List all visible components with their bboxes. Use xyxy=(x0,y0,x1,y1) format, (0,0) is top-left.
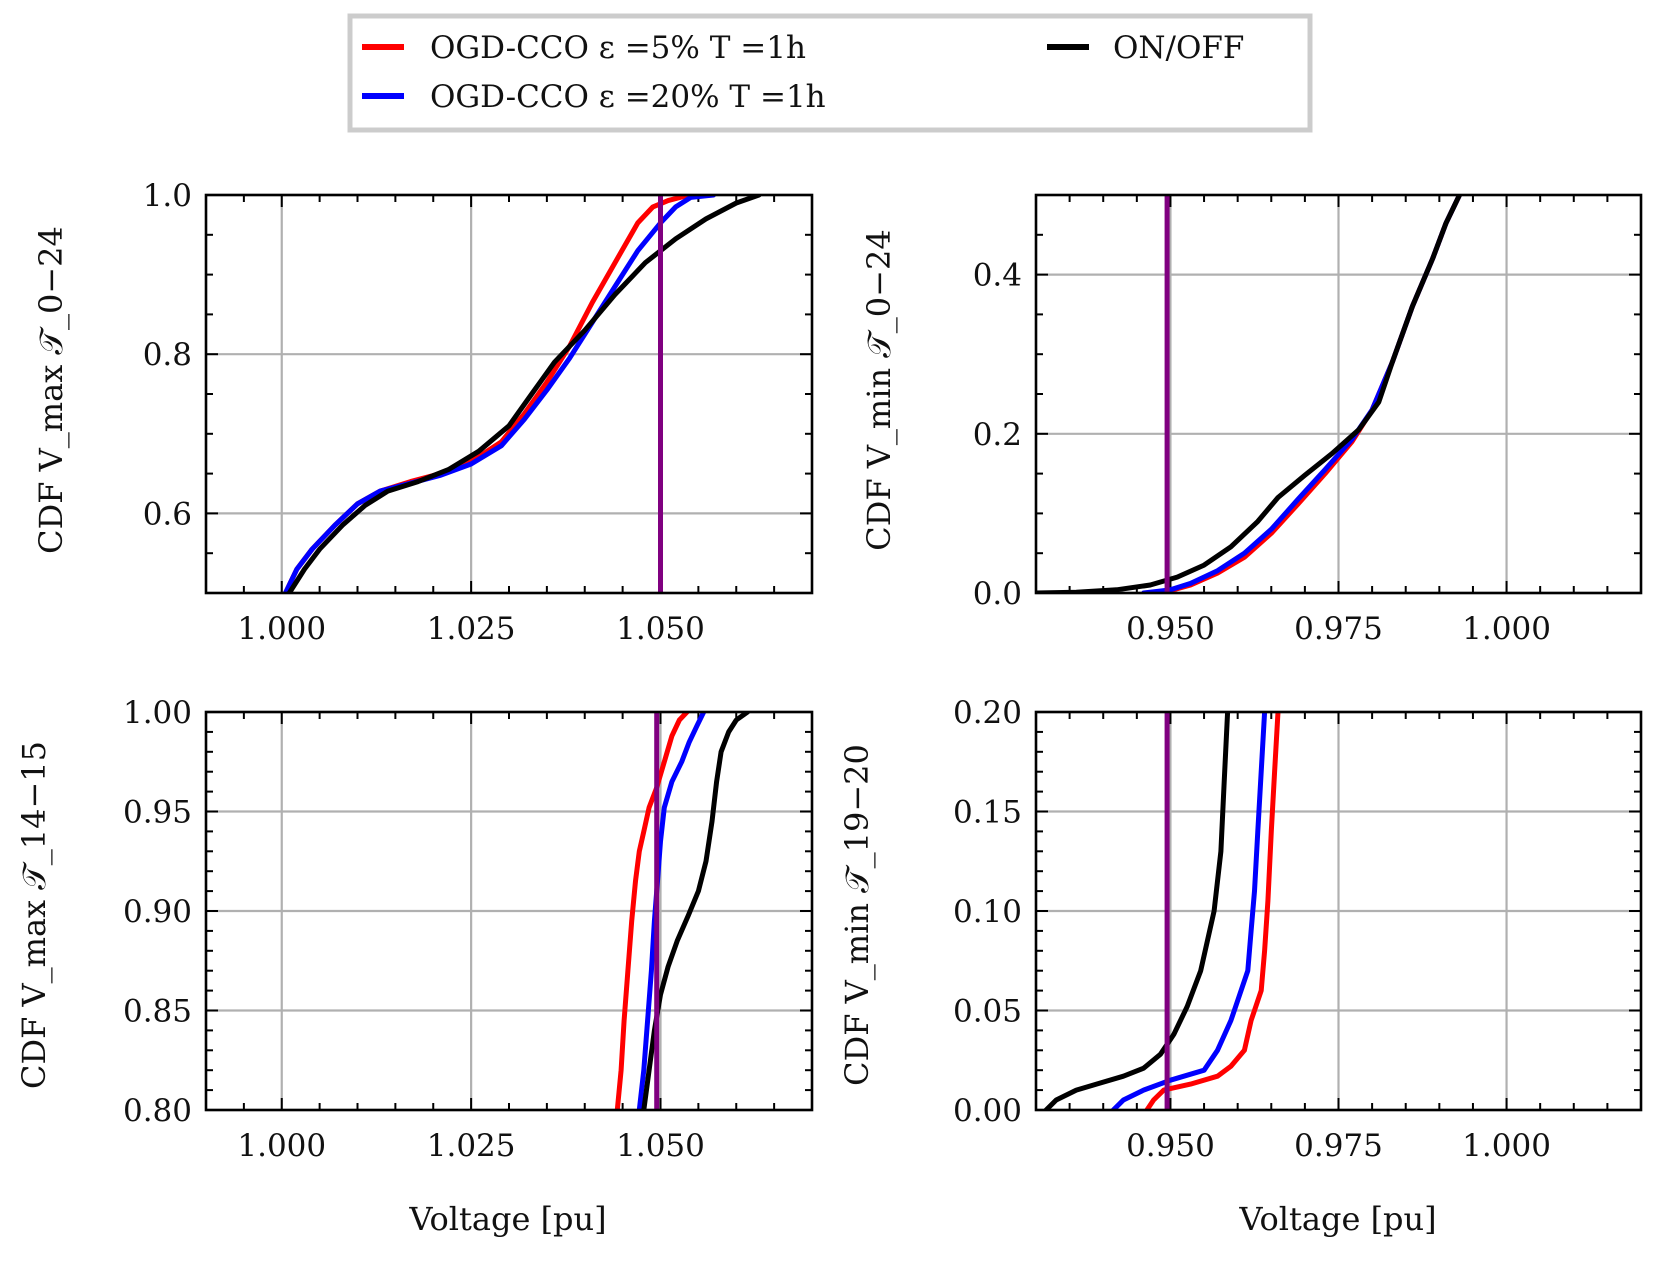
legend-label-onoff: ON/OFF xyxy=(1113,30,1244,66)
bottom-left-xtick-label: 1.050 xyxy=(616,1128,705,1164)
bottom-left-xtick-label: 1.000 xyxy=(237,1128,326,1164)
top-right-xtick-label: 0.950 xyxy=(1126,611,1215,647)
panel-bottom-left: CDF V_max 𝒯_14−15 Voltage [pu] 1.000 1.02… xyxy=(15,695,814,1238)
top-right-xtick-label: 1.000 xyxy=(1462,611,1551,647)
bottom-left-series-ogd5 xyxy=(614,712,690,1110)
bottom-right-xtick-label: 0.975 xyxy=(1294,1128,1383,1164)
panel-top-right: CDF V_min 𝒯_0−24 0.950 0.975 1.000 0.0 0.2 0.… xyxy=(860,193,1643,647)
panel-top-left: CDF V_max 𝒯_0−24 1.000 1.025 1.050 0.6 0.8 1.… xyxy=(32,178,814,647)
top-right-xtick-label: 0.975 xyxy=(1294,611,1383,647)
bottom-right-ytick-label: 0.00 xyxy=(953,1093,1022,1129)
top-right-ytick-label: 0.0 xyxy=(973,576,1022,612)
top-right-ytick-label: 0.4 xyxy=(973,258,1022,294)
xlabel-bottom-left: Voltage [pu] xyxy=(408,1200,606,1238)
bottom-right-ytick-label: 0.20 xyxy=(953,695,1022,731)
bottom-left-frame xyxy=(204,710,814,1112)
top-left-xtick-label: 1.025 xyxy=(427,611,516,647)
legend-label-ogd5: OGD-CCO ε =5% T =1h xyxy=(430,30,806,66)
top-left-series-onoff xyxy=(286,195,762,593)
top-left-xtick-label: 1.050 xyxy=(616,611,705,647)
xlabel-bottom-right: Voltage [pu] xyxy=(1238,1200,1436,1238)
bottom-left-ytick-label: 1.00 xyxy=(123,695,192,731)
ylabel-bottom-left: CDF V_max 𝒯_14−15 xyxy=(15,741,53,1089)
top-right-frame xyxy=(1034,193,1643,595)
bottom-left-ytick-label: 0.85 xyxy=(123,994,192,1030)
top-left-ytick-label: 0.6 xyxy=(143,496,192,532)
top-left-ytick-label: 0.8 xyxy=(143,337,192,373)
panel-bottom-right: CDF V_min 𝒯_19−20 Voltage [pu] 0.950 0.97… xyxy=(838,695,1643,1238)
top-right-series-ogd20 xyxy=(1141,195,1462,593)
bottom-right-series-ogd20 xyxy=(1110,712,1268,1110)
bottom-right-ytick-label: 0.10 xyxy=(953,894,1022,930)
top-right-ytick-label: 0.2 xyxy=(973,417,1022,453)
bottom-left-series-ogd20 xyxy=(636,712,707,1110)
legend-frame xyxy=(347,13,1313,133)
bottom-left-ytick-label: 0.90 xyxy=(123,894,192,930)
top-right-series-onoff xyxy=(1036,195,1462,593)
top-left-series-ogd20 xyxy=(283,195,716,593)
bottom-right-xtick-label: 0.950 xyxy=(1126,1128,1215,1164)
ylabel-top-right: CDF V_min 𝒯_0−24 xyxy=(860,229,898,550)
bottom-left-xtick-label: 1.025 xyxy=(427,1128,516,1164)
legend-label-ogd20: OGD-CCO ε =20% T =1h xyxy=(430,79,826,115)
top-left-xtick-label: 1.000 xyxy=(237,611,326,647)
top-right-series-ogd5 xyxy=(1147,195,1462,593)
bottom-right-xtick-label: 1.000 xyxy=(1462,1128,1551,1164)
legend: OGD-CCO ε =5% T =1h OGD-CCO ε =20% T =1h… xyxy=(347,13,1313,133)
bottom-right-ytick-label: 0.05 xyxy=(953,994,1022,1030)
bottom-left-ytick-label: 0.95 xyxy=(123,795,192,831)
ylabel-top-left: CDF V_max 𝒯_0−24 xyxy=(32,226,70,554)
ylabel-bottom-right: CDF V_min 𝒯_19−20 xyxy=(838,744,876,1086)
top-left-frame xyxy=(204,193,814,595)
bottom-right-ytick-label: 0.15 xyxy=(953,795,1022,831)
top-left-ytick-label: 1.0 xyxy=(143,178,192,214)
bottom-right-frame xyxy=(1034,710,1643,1112)
bottom-left-ytick-label: 0.80 xyxy=(123,1093,192,1129)
